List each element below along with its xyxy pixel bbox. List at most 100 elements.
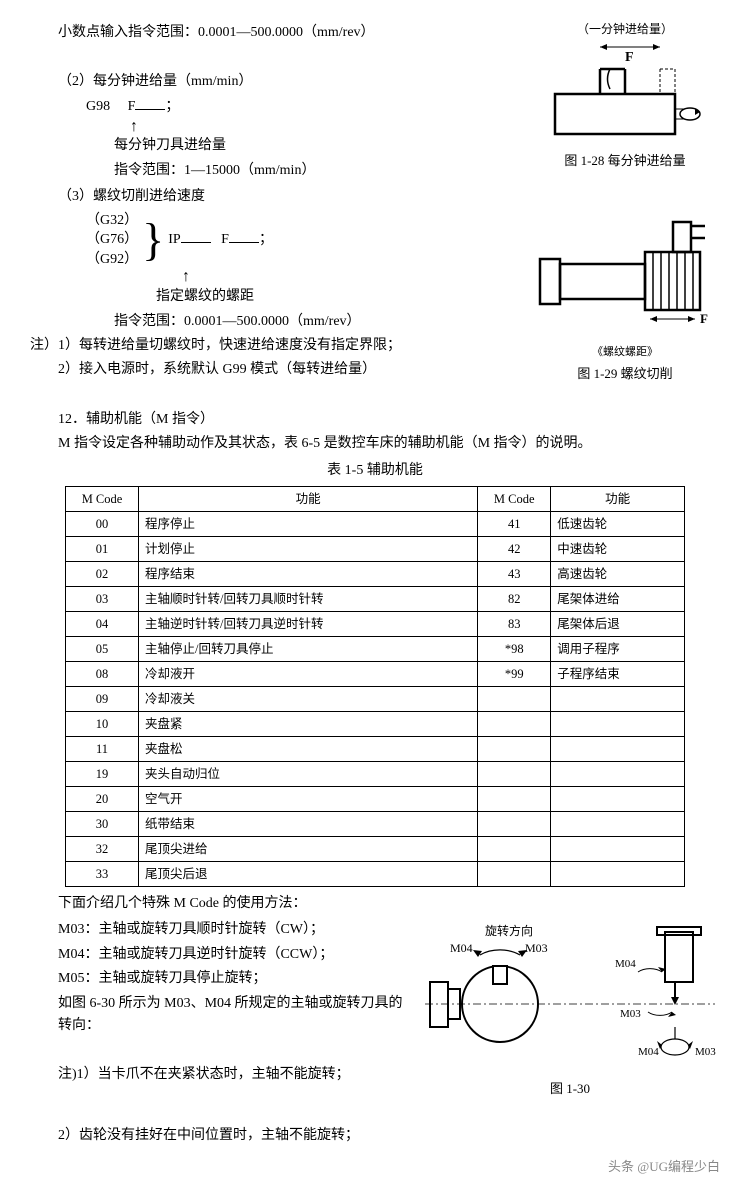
cell-code: 19 (66, 762, 139, 787)
col-func-1: 功能 (139, 487, 478, 512)
table-row: 03主轴顺时针转/回转刀具顺时针转82尾架体进给 (66, 587, 685, 612)
cell-func: 主轴停止/回转刀具停止 (139, 637, 478, 662)
cell-code-2 (478, 837, 551, 862)
mcode-table: M Code 功能 M Code 功能 00程序停止41低速齿轮01计划停止42… (65, 486, 685, 887)
cell-code-2 (478, 762, 551, 787)
fig29-bottom: 《螺纹螺距》 (530, 344, 720, 362)
f-blank (135, 95, 165, 110)
cell-code: 04 (66, 612, 139, 637)
cell-func: 夹盘紧 (139, 712, 478, 737)
cell-func: 计划停止 (139, 537, 478, 562)
table-row: 20空气开 (66, 787, 685, 812)
g-codes-group: （G32） （G76） （G92） } IP F； (86, 211, 530, 270)
cell-code: 05 (66, 637, 139, 662)
cell-func-2 (551, 687, 685, 712)
cell-func-2 (551, 787, 685, 812)
ip-f-line: IP F； (168, 228, 273, 251)
table-row: 01计划停止42中速齿轮 (66, 537, 685, 562)
arrow-up-icon: ↑ (94, 121, 530, 134)
cell-code-2: *98 (478, 637, 551, 662)
cell-code-2 (478, 787, 551, 812)
g-list: （G32） （G76） （G92） (86, 211, 138, 270)
note-b1: 注)1）当卡爪不在夹紧状态时，主轴不能旋转； (58, 1064, 410, 1086)
fig30-caption: 图 1-30 (420, 1079, 720, 1100)
cell-func: 空气开 (139, 787, 478, 812)
table-title: 表 1-5 辅助机能 (30, 460, 720, 482)
fig28-svg: F (545, 39, 705, 149)
cell-code: 00 (66, 512, 139, 537)
fig28-caption: 图 1-28 每分钟进给量 (530, 151, 720, 172)
col-mcode-2: M Code (478, 487, 551, 512)
table-row: 32尾顶尖进给 (66, 837, 685, 862)
cell-func: 冷却液开 (139, 662, 478, 687)
cell-code-2 (478, 712, 551, 737)
cell-func: 主轴顺时针转/回转刀具顺时针转 (139, 587, 478, 612)
arrow-up-3: ↑ (126, 271, 530, 284)
section-feed-per-rev: 小数点输入指令范围：0.0001—500.0000（mm/rev） （2）每分钟… (30, 20, 720, 184)
cell-func-2 (551, 762, 685, 787)
svg-text:F: F (700, 311, 708, 326)
cell-func-2: 尾架体进给 (551, 587, 685, 612)
cell-code-2: 83 (478, 612, 551, 637)
mcode-text: M03：主轴或旋转刀具顺时针旋转（CW）； M04：主轴或旋转刀具逆时针旋转（C… (30, 917, 420, 1100)
cell-func-2: 调用子程序 (551, 637, 685, 662)
m05-line: M05：主轴或旋转刀具停止旋转； (58, 968, 410, 990)
cell-code: 10 (66, 712, 139, 737)
fig29-svg: F (535, 214, 715, 344)
cell-code: 32 (66, 837, 139, 862)
sec12-title: 12．辅助机能（M 指令） (58, 409, 720, 431)
cell-code-2 (478, 737, 551, 762)
cell-code-2 (478, 812, 551, 837)
cell-code-2: 82 (478, 587, 551, 612)
cell-func-2 (551, 712, 685, 737)
table-row: 30纸带结束 (66, 812, 685, 837)
g32: （G32） (86, 211, 138, 231)
cell-func-2 (551, 812, 685, 837)
left-text-block: 小数点输入指令范围：0.0001—500.0000（mm/rev） （2）每分钟… (30, 20, 530, 184)
table-row: 05主轴停止/回转刀具停止*98调用子程序 (66, 637, 685, 662)
svg-text:M04: M04 (615, 958, 636, 970)
f-label: F (128, 99, 136, 114)
sec3-text: （3）螺纹切削进给速度 （G32） （G76） （G92） } IP F； ↑ … (30, 184, 530, 384)
cell-func: 尾顶尖后退 (139, 862, 478, 887)
m-ref-line: 如图 6-30 所示为 M03、M04 所规定的主轴或旋转刀具的转向： (58, 993, 410, 1038)
svg-text:M04: M04 (638, 1046, 659, 1058)
cell-func-2 (551, 862, 685, 887)
fig-1-30: M04 M03 旋转方向 M04 M03 M04 M03 图 1-30 (420, 917, 720, 1100)
svg-text:M03: M03 (695, 1046, 716, 1058)
sec2-note1: 每分钟刀具进给量 (114, 135, 530, 157)
cell-code-2: 43 (478, 562, 551, 587)
table-row: 10夹盘紧 (66, 712, 685, 737)
cell-func: 程序结束 (139, 562, 478, 587)
g98-line: G98 F； (86, 95, 530, 118)
cell-code: 11 (66, 737, 139, 762)
note-1: 注）1）每转进给量切螺纹时，快速进给速度没有指定界限； (30, 335, 530, 357)
table-row: 00程序停止41低速齿轮 (66, 512, 685, 537)
cell-code-2 (478, 862, 551, 887)
cell-func-2: 尾架体后退 (551, 612, 685, 637)
sec12-intro: M 指令设定各种辅助动作及其状态，表 6-5 是数控车床的辅助机能（M 指令）的… (58, 433, 720, 455)
f-blank-3 (229, 228, 259, 243)
cell-func: 主轴逆时针转/回转刀具逆时针转 (139, 612, 478, 637)
cell-code-2: 41 (478, 512, 551, 537)
cell-code: 03 (66, 587, 139, 612)
decimal-range: 小数点输入指令范围：0.0001—500.0000（mm/rev） (58, 22, 530, 44)
col-mcode-1: M Code (66, 487, 139, 512)
g92: （G92） (86, 250, 138, 270)
table-row: 33尾顶尖后退 (66, 862, 685, 887)
table-row: 11夹盘松 (66, 737, 685, 762)
cell-func: 夹头自动归位 (139, 762, 478, 787)
cell-func-2 (551, 737, 685, 762)
fig28-top-note: （一分钟进给量） (530, 20, 720, 39)
g98-code: G98 (86, 99, 110, 114)
sec3-title: （3）螺纹切削进给速度 (58, 186, 530, 208)
cell-func: 尾顶尖进给 (139, 837, 478, 862)
cell-func: 纸带结束 (139, 812, 478, 837)
fig-1-28: （一分钟进给量） F 图 1-28 每分钟进给量 (530, 20, 720, 172)
sec3-note2: 指令范围：0.0001—500.0000（mm/rev） (114, 311, 530, 333)
svg-text:F: F (625, 50, 634, 65)
cell-func-2 (551, 837, 685, 862)
col-func-2: 功能 (551, 487, 685, 512)
cell-func: 程序停止 (139, 512, 478, 537)
cell-func: 夹盘松 (139, 737, 478, 762)
